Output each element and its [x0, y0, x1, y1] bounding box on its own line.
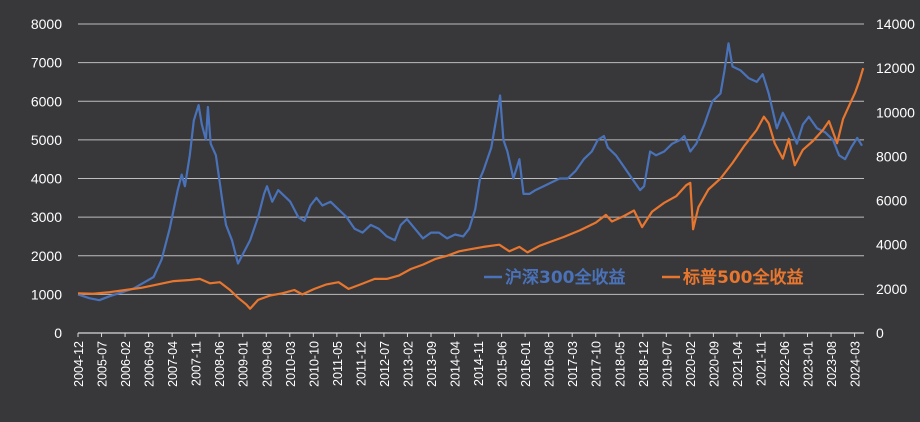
series-line-hs300 [77, 42, 863, 302]
x-tick-label: 2024-03 [849, 341, 863, 387]
legend-label: 沪深300全收益 [505, 267, 626, 288]
y-right-tick-label: 2000 [876, 281, 907, 297]
y-left-tick-label: 8000 [31, 16, 62, 32]
x-tick-label: 2007-04 [166, 341, 180, 387]
x-tick-label: 2016-08 [543, 341, 557, 387]
x-tick-label: 2013-09 [425, 341, 439, 387]
y-right-tick-label: 14000 [876, 16, 915, 32]
x-tick-label: 2013-02 [401, 341, 415, 387]
x-tick-label: 2006-09 [143, 341, 157, 387]
x-tick-label: 2006-02 [119, 341, 133, 387]
x-tick-label: 2014-04 [449, 341, 463, 387]
y-left-tick-label: 4000 [31, 171, 62, 187]
x-tick-label: 2014-11 [472, 341, 486, 386]
x-tick-label: 2017-10 [590, 341, 604, 387]
x-tick-label: 2010-10 [307, 341, 321, 387]
y-left-tick-label: 7000 [31, 55, 62, 71]
y-right-tick-label: 12000 [876, 60, 915, 76]
y-right-tick-label: 10000 [876, 104, 915, 120]
x-tick-label: 2016-01 [519, 341, 533, 387]
legend-label: 标普500全收益 [683, 267, 804, 288]
series-line-sp500 [77, 67, 865, 310]
y-left-tick-label: 3000 [31, 209, 62, 225]
y-right-tick-label: 0 [876, 325, 884, 341]
y-left-tick-label: 1000 [31, 286, 62, 302]
x-tick-label: 2009-01 [237, 341, 251, 387]
x-tick-label: 2007-11 [190, 341, 204, 386]
x-tick-label: 2004-12 [72, 341, 86, 387]
series-lines [77, 42, 865, 310]
x-tick-label: 2023-01 [802, 341, 816, 387]
x-tick-label: 2010-03 [284, 341, 298, 387]
x-tick-label: 2018-12 [637, 341, 651, 387]
grid-lines [78, 23, 864, 334]
x-tick-label: 2022-06 [778, 341, 792, 387]
x-tick-label: 2015-06 [496, 341, 510, 387]
y-right-tick-label: 6000 [876, 193, 907, 209]
x-tick-label: 2012-07 [378, 341, 392, 387]
x-tick-label: 2018-05 [613, 341, 627, 387]
x-tick-label: 2021-04 [731, 341, 745, 387]
x-tick-label: 2009-08 [260, 341, 274, 387]
y-right-tick-label: 8000 [876, 148, 907, 164]
x-tick-label: 2023-08 [825, 341, 839, 387]
x-tick-label: 2017-03 [566, 341, 580, 387]
y-left-tick-label: 2000 [31, 248, 62, 264]
x-tick-label: 2021-11 [754, 341, 768, 386]
x-axis: 2004-12 2005-07 2006-02 2006-09 2007-04 2007-… [72, 333, 863, 387]
x-tick-label: 2011-12 [354, 341, 368, 386]
x-tick-label: 2008-06 [213, 341, 227, 387]
y-left-tick-label: 6000 [31, 93, 62, 109]
y-left-tick-label: 0 [54, 325, 62, 341]
y-axis-right: 0 2000 4000 6000 8000 10000 12000 14000 [876, 16, 915, 341]
x-tick-label: 2020-09 [707, 341, 721, 387]
y-left-tick-label: 5000 [31, 132, 62, 148]
y-axis-left: 0 1000 2000 3000 4000 5000 6000 7000 8000 [31, 16, 62, 341]
y-right-tick-label: 4000 [876, 237, 907, 253]
legend: 沪深300全收益 标普500全收益 [484, 267, 804, 288]
x-tick-label: 2005-07 [96, 341, 110, 387]
x-tick-label: 2020-02 [684, 341, 698, 387]
x-tick-label: 2011-05 [331, 341, 345, 386]
x-tick-label: 2019-07 [660, 341, 674, 387]
